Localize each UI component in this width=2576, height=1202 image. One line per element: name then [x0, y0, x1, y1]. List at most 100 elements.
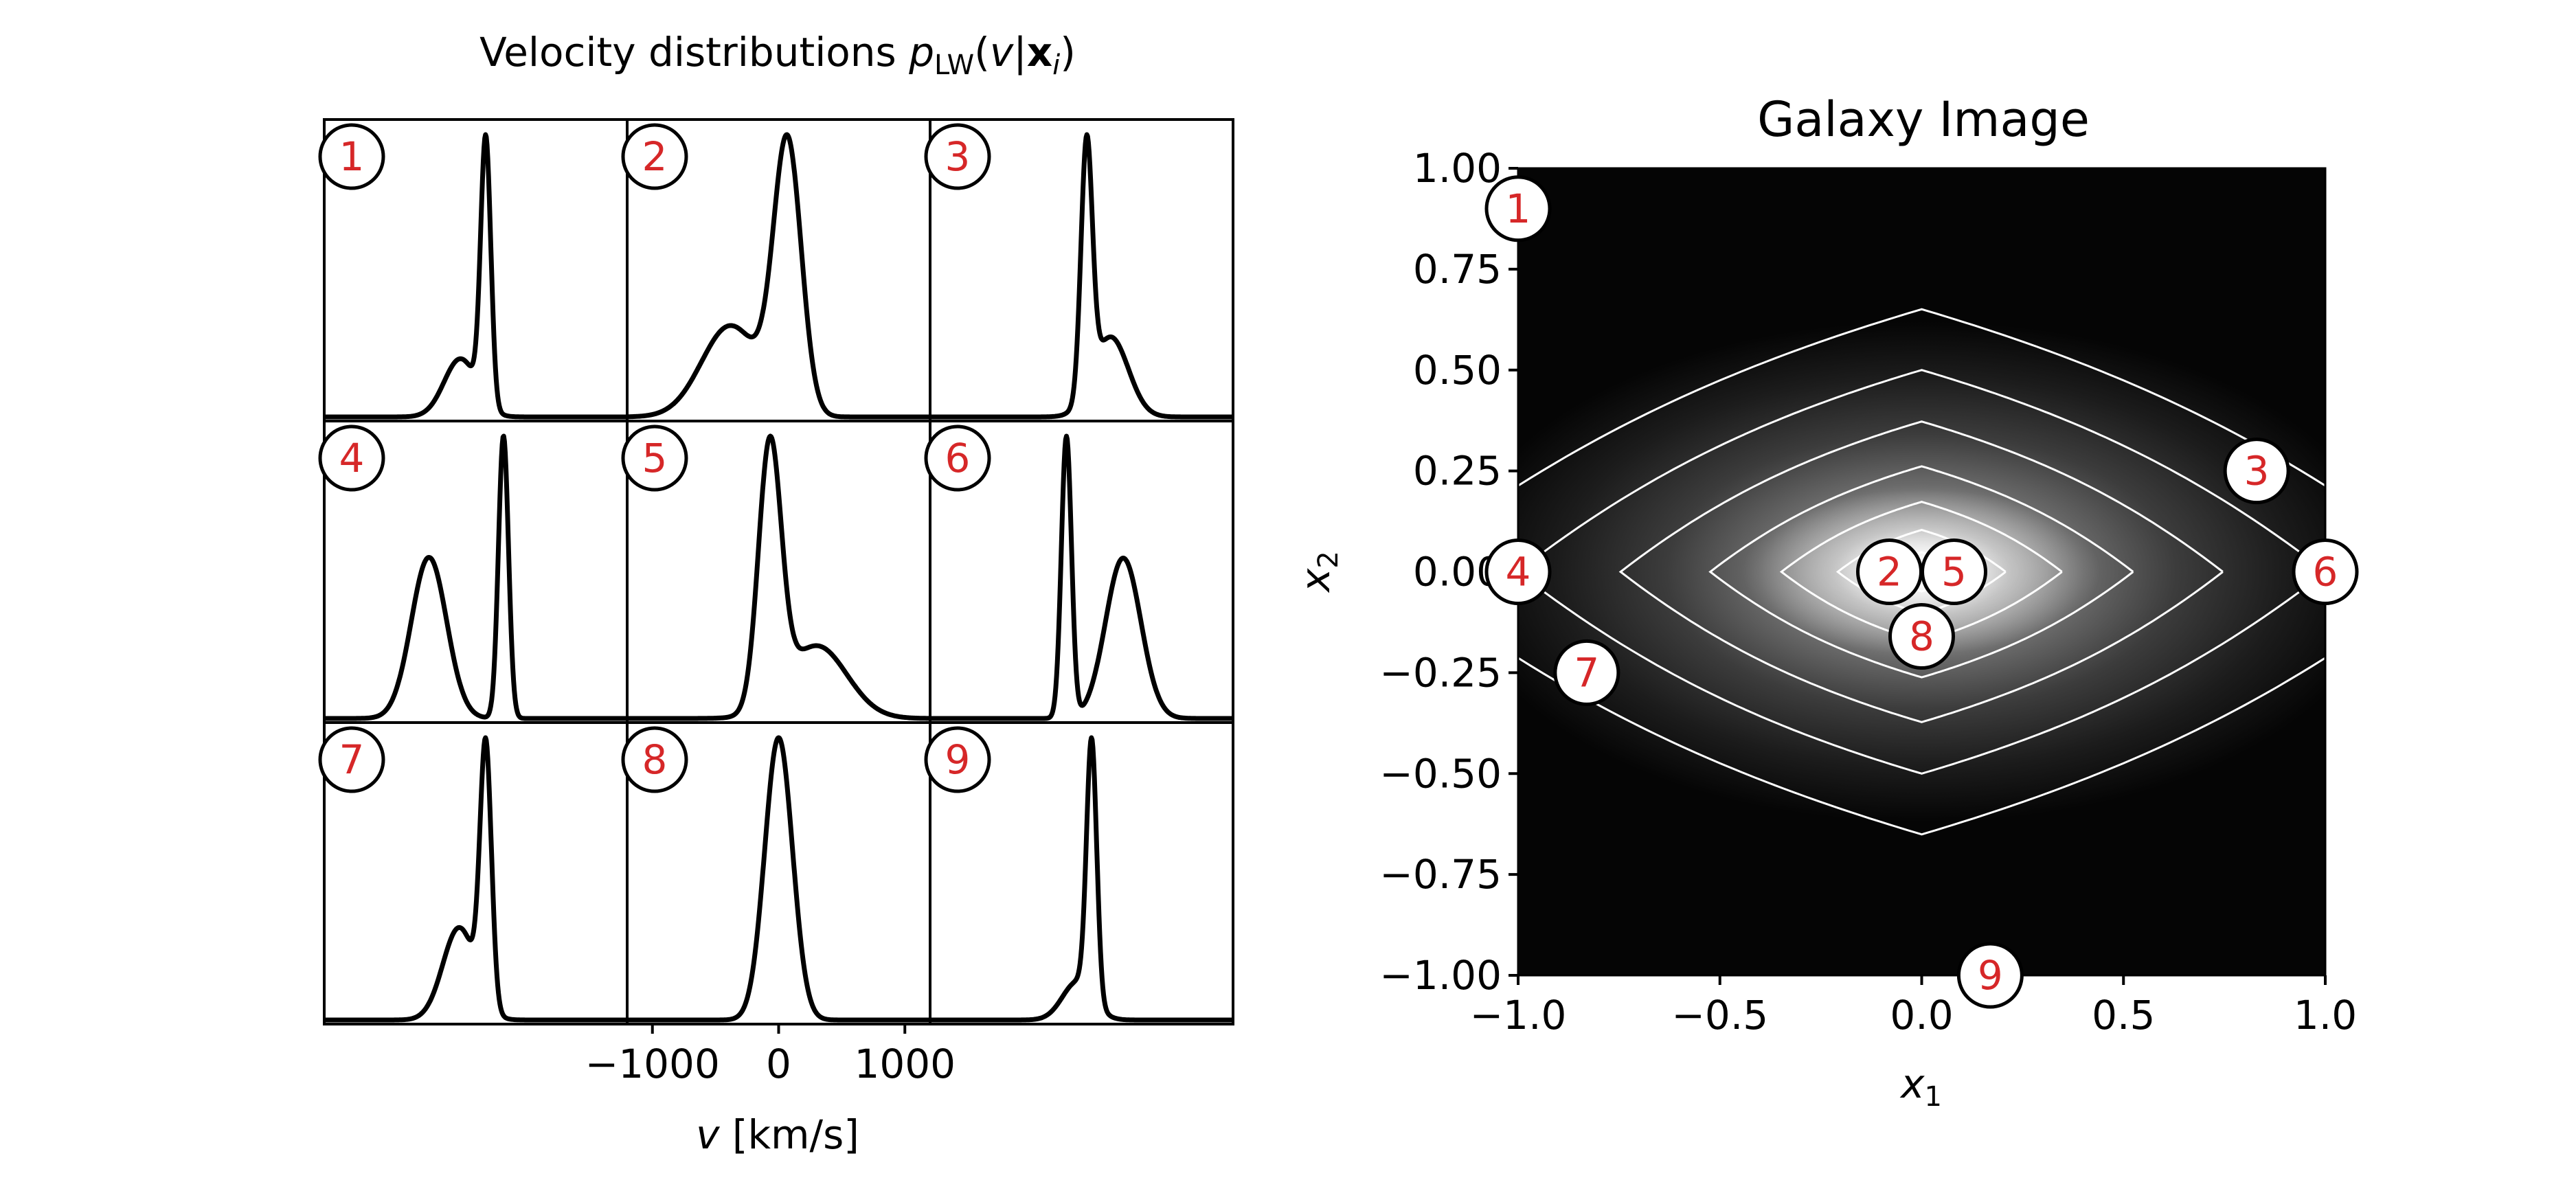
contour-line [1518, 369, 2325, 775]
velocity-curve-7 [322, 735, 629, 1023]
galaxy-marker-circle [1888, 603, 1955, 670]
velocity-distributions-panel: Velocity distributions pLW(v|xi) 1 2 3 4 5 6 7… [318, 29, 1235, 1158]
panel-label-circle-7 [318, 726, 385, 793]
galaxy-marker-circle [2223, 438, 2290, 505]
panel-label-4: 4 [339, 435, 365, 481]
left-xlabel: v [km/s] [696, 1111, 859, 1158]
galaxy-marker-9: 9 [1956, 942, 2024, 1009]
galaxy-marker-7: 7 [1553, 639, 1620, 706]
left-title-p: p [908, 29, 934, 76]
image-ytick-label: 0.25 [1413, 448, 1502, 495]
velocity-curve-5 [625, 433, 932, 721]
galaxy-marker-circle [1956, 942, 2024, 1009]
velocity-curve-8 [625, 735, 932, 1023]
right-xlabel: x1 [1899, 1061, 1942, 1113]
galaxy-marker-5: 5 [1921, 538, 1987, 605]
image-ytick-label: −0.50 [1379, 750, 1502, 797]
velocity-panel-3: 3 [924, 118, 1235, 422]
right-ylabel-sub: 2 [1313, 551, 1344, 568]
left-xlabel-v: v [696, 1111, 721, 1158]
velocity-curve-4 [322, 433, 629, 721]
image-xtick-label: 1.0 [2294, 992, 2357, 1039]
right-xlabel-sub: 1 [1924, 1081, 1941, 1113]
galaxy-marker-4: 4 [1484, 538, 1552, 605]
velocity-panel-2: 2 [621, 118, 932, 422]
galaxy-marker-label: 8 [1909, 613, 1934, 660]
galaxy-marker-label: 1 [1506, 185, 1531, 232]
contour-lines [1518, 308, 2325, 836]
velocity-xtick-label: 0 [766, 1041, 791, 1087]
contour-line [1618, 420, 2224, 723]
panel-label-6: 6 [945, 435, 971, 481]
velocity-curve-3 [928, 132, 1235, 420]
panel-label-circle-2 [621, 123, 688, 190]
contour-line [1779, 501, 2063, 643]
panel-label-circle-5 [621, 424, 688, 492]
galaxy-marker-label: 4 [1506, 549, 1531, 596]
galaxy-marker-circle [2292, 538, 2359, 605]
panel-label-circle-8 [621, 726, 688, 793]
panel-label-7: 7 [339, 736, 365, 783]
panel-label-circle-9 [924, 726, 991, 793]
velocity-panel-7: 7 [318, 721, 629, 1025]
right-ylabel: x2 [1292, 551, 1344, 593]
galaxy-marker-circle [1921, 538, 1987, 605]
left-title-close: ) [1060, 29, 1076, 76]
velocity-curve-1 [322, 132, 629, 420]
left-title-v: v [990, 29, 1015, 76]
panel-label-9: 9 [945, 736, 971, 783]
galaxy-image-panel: Galaxy Image −1.0 −0.5 0.0 0.5 1.0 1.00 0.75 0.… [1292, 91, 2359, 1113]
velocity-panel-8: 8 [621, 721, 932, 1025]
galaxy-marker-2: 2 [1856, 538, 1923, 605]
panel-label-circle-1 [318, 123, 385, 190]
image-ytick-label: −0.75 [1379, 851, 1502, 898]
galaxy-marker-circle [1553, 639, 1620, 706]
image-xtick-label: −0.5 [1671, 992, 1768, 1039]
velocity-grid: 1 2 3 4 5 6 7 8 9 [318, 118, 1235, 1025]
panel-label-circle-3 [924, 123, 991, 190]
velocity-curve-6 [928, 433, 1235, 721]
panel-label-8: 8 [642, 736, 668, 783]
contour-line [1708, 465, 2134, 679]
velocity-x-axis: −1000 0 1000 [585, 1024, 956, 1087]
right-xlabel-x: x [1899, 1061, 1925, 1107]
image-ytick-label: −0.25 [1379, 649, 1502, 696]
velocity-panel-9: 9 [924, 721, 1235, 1025]
right-ylabel-x: x [1292, 568, 1339, 593]
galaxy-marker-1: 1 [1484, 175, 1552, 242]
contour-line [1518, 308, 2325, 836]
panel-label-3: 3 [945, 133, 971, 180]
velocity-xtick-label: −1000 [585, 1041, 720, 1087]
galaxy-marker-6: 6 [2292, 538, 2359, 605]
contour-line [1835, 528, 2007, 615]
panel-label-1: 1 [339, 133, 365, 180]
image-ytick-label: 0.75 [1413, 246, 1502, 293]
panel-label-5: 5 [642, 435, 668, 481]
left-title-prefix: Velocity distributions [479, 29, 909, 76]
image-xtick-label: −1.0 [1470, 992, 1567, 1039]
left-title-sub: LW [934, 49, 974, 81]
panel-label-2: 2 [642, 133, 668, 180]
left-title-x: x [1027, 29, 1052, 76]
galaxy-marker-label: 7 [1574, 649, 1599, 696]
velocity-curve-2 [625, 132, 932, 420]
image-ytick-label: 1.00 [1413, 145, 1502, 192]
left-title-bar: | [1013, 29, 1027, 76]
left-title: Velocity distributions pLW(v|xi) [479, 29, 1076, 81]
galaxy-axes: −1.0 −0.5 0.0 0.5 1.01.000.750.500.250.00−0.… [1379, 145, 2357, 1039]
image-ytick-label: −1.00 [1379, 952, 1502, 999]
galaxy-marker-circle [1484, 538, 1552, 605]
galaxy-marker-label: 9 [1978, 952, 2003, 999]
galaxy-marker-3: 3 [2223, 438, 2290, 505]
velocity-curve-9 [928, 735, 1235, 1023]
velocity-panel-4: 4 [318, 420, 629, 724]
image-xtick-label: 0.0 [1890, 992, 1953, 1039]
velocity-panel-5: 5 [621, 420, 932, 724]
galaxy-marker-circle [1484, 175, 1552, 242]
galaxy-marker-label: 2 [1877, 549, 1902, 596]
galaxy-marker-label: 5 [1941, 549, 1967, 596]
galaxy-marker-label: 3 [2244, 448, 2270, 495]
panel-label-circle-4 [318, 424, 385, 492]
image-xtick-label: 0.5 [2092, 992, 2155, 1039]
